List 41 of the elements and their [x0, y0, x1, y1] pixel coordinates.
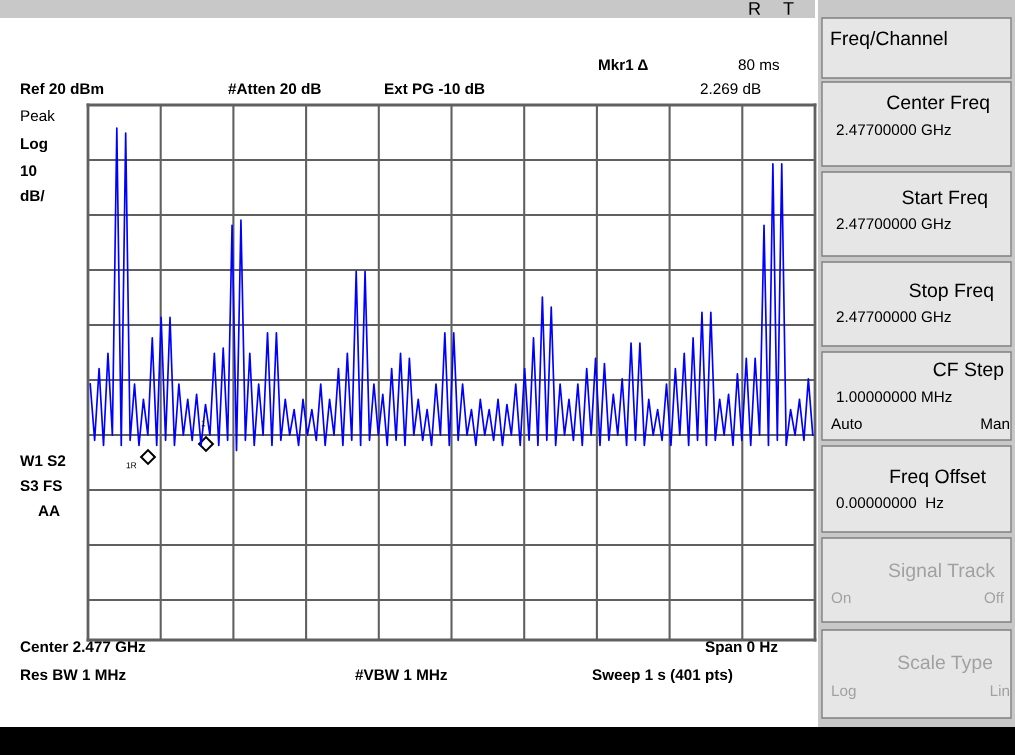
- text: CF Step: [933, 362, 1004, 381]
- text: T: [783, 2, 794, 15]
- text: Man: [981, 418, 1010, 430]
- text: Sweep 1 s (401 pts): [592, 668, 733, 684]
- text: 10: [20, 165, 37, 177]
- text: #Atten 20 dB: [228, 82, 321, 95]
- text: Off: [984, 591, 1005, 604]
- text: R: [749, 2, 761, 15]
- text: Center 2.477 GHz: [20, 641, 146, 653]
- text: 2.47700000 GHz: [836, 124, 951, 136]
- text: Freq/Channel: [831, 30, 947, 50]
- text: 2.47700000 GHz: [836, 218, 951, 230]
- text: 2.269 dB: [700, 82, 761, 95]
- text: Res BW 1 MHz: [21, 669, 126, 681]
- text: Span 0 Hz: [705, 641, 778, 656]
- text: Mkr1 Δ: [599, 58, 648, 70]
- text: Ext PG -10 dB: [385, 82, 485, 95]
- text: Log: [832, 685, 856, 700]
- text: dB/: [20, 189, 45, 202]
- text: Ref 20 dBm: [21, 82, 104, 95]
- text: Center Freq: [887, 95, 989, 114]
- text: 1.00000000 MHz: [837, 391, 952, 403]
- text: Scale Type: [898, 654, 993, 674]
- text: Lin: [990, 684, 1010, 696]
- text: Start Freq: [902, 190, 987, 209]
- annotation: 1: [201, 420, 206, 427]
- text: 80 ms: [738, 59, 780, 71]
- text: #VBW 1 MHz: [355, 669, 447, 680]
- text: S3 FS: [20, 480, 62, 492]
- text: W1 S2: [20, 455, 66, 467]
- text: Stop Freq: [909, 283, 993, 302]
- text: Freq Offset: [890, 468, 986, 488]
- text: 0.00000000 Hz: [836, 497, 944, 509]
- text: Peak: [21, 109, 55, 122]
- text: On: [831, 592, 851, 604]
- text: Log: [21, 138, 47, 153]
- text: AA: [38, 505, 60, 516]
- text: 2.47700000 GHz: [836, 311, 951, 323]
- text: Auto: [831, 418, 862, 430]
- annotation: 1R: [126, 462, 137, 469]
- text: Signal Track: [888, 562, 996, 582]
